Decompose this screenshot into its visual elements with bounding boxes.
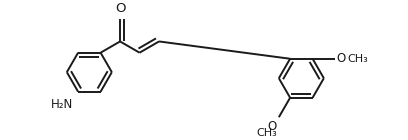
Text: CH₃: CH₃: [256, 128, 277, 138]
Text: O: O: [115, 3, 125, 16]
Text: O: O: [337, 52, 346, 65]
Text: CH₃: CH₃: [347, 54, 368, 64]
Text: H₂N: H₂N: [51, 98, 73, 111]
Text: O: O: [268, 120, 277, 133]
